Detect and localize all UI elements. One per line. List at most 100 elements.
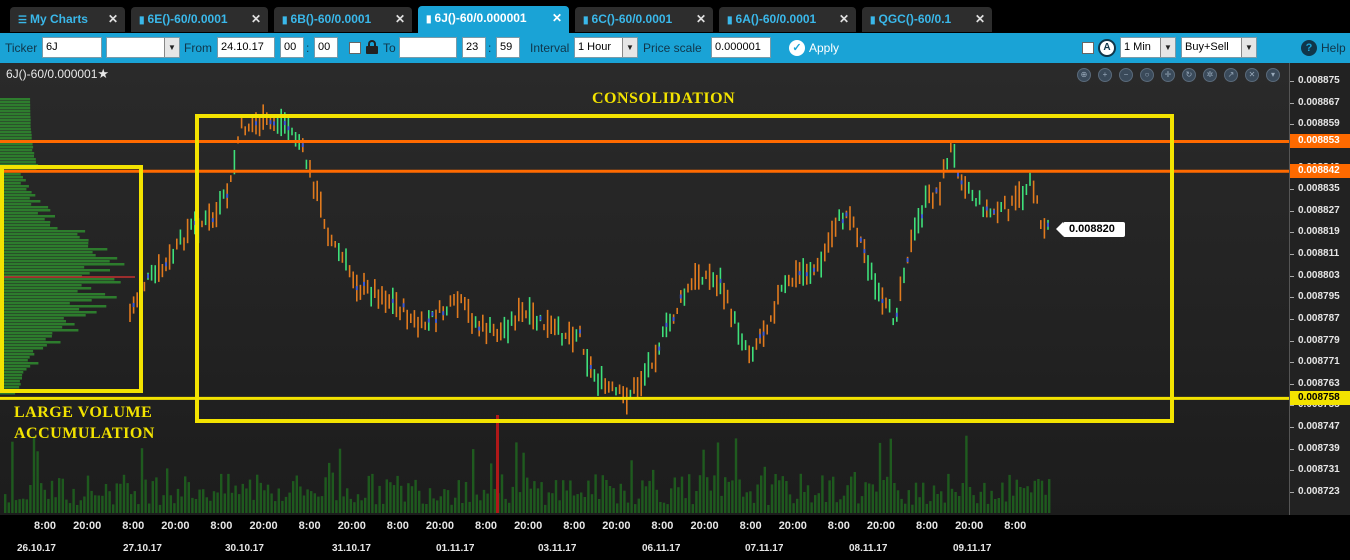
volume-bar	[533, 481, 536, 513]
option-checkbox[interactable]	[1082, 42, 1094, 54]
check-circle-icon[interactable]: ✓	[789, 40, 805, 56]
star-icon[interactable]: ★	[97, 66, 110, 81]
time-tick: 8:00	[563, 520, 586, 532]
volume-bar	[122, 474, 126, 513]
close-icon[interactable]: ✕	[551, 11, 562, 25]
volume-bar	[295, 475, 298, 513]
volume-bar	[626, 502, 630, 513]
volume-bar	[810, 502, 813, 513]
interval-select[interactable]: 1 Hour ▼	[574, 37, 638, 58]
tab-6e[interactable]: ▮ 6E()-60/0.0001 ✕	[131, 7, 268, 32]
volume-bar	[504, 498, 507, 513]
volume-bar	[284, 496, 288, 513]
volume-bar	[400, 485, 403, 513]
volume-bar	[443, 489, 446, 513]
apply-button[interactable]: Apply	[809, 41, 840, 55]
volume-profile-bar	[0, 143, 33, 146]
volume-bar	[216, 492, 219, 513]
volume-profile-bar	[0, 233, 78, 236]
tab-label: My Charts	[29, 12, 88, 26]
zoom-fit-icon[interactable]: ⊕	[1077, 68, 1091, 82]
close-icon[interactable]: ✕	[695, 12, 706, 26]
volume-bar	[835, 502, 838, 513]
close-icon[interactable]: ✕	[250, 12, 261, 26]
price-axis[interactable]: 0.0088750.0088670.0088590.0088510.008843…	[1289, 63, 1350, 515]
time-tick: 8:00	[916, 520, 939, 532]
volume-bar	[965, 435, 968, 513]
refresh-icon[interactable]: ↻	[1182, 68, 1196, 82]
volume-bar	[378, 485, 381, 513]
tab-6c[interactable]: ▮ 6C()-60/0.0001 ✕	[575, 7, 713, 32]
tab-my-charts[interactable]: ☰ My Charts ✕	[10, 7, 125, 32]
volume-profile-bar	[0, 341, 61, 344]
volume-profile-bar	[0, 194, 36, 197]
volume-bar	[979, 491, 982, 513]
volume-bar	[990, 490, 993, 513]
bar-marker	[363, 281, 365, 286]
volume-bar	[968, 487, 972, 513]
volume-profile-bar	[0, 338, 46, 341]
expand-icon[interactable]: ↗	[1224, 68, 1238, 82]
volume-bar	[720, 495, 723, 513]
close-icon[interactable]: ✕	[107, 12, 118, 26]
price-chart[interactable]	[0, 63, 1350, 560]
price-tick: 0.008747	[1290, 421, 1340, 433]
volume-bar	[47, 498, 50, 513]
side-select[interactable]: Buy+Sell ▼	[1181, 37, 1257, 58]
volume-profile-bar	[0, 287, 92, 290]
close-icon[interactable]: ✕	[974, 12, 985, 26]
to-date-input[interactable]	[399, 37, 457, 58]
from-date-input[interactable]: 24.10.17	[217, 37, 275, 58]
chart-panel[interactable]: 6J()-60/0.000001★ ⊕ + − ○ ✛ ↻ ✲ ↗ ✕ ▾ CO…	[0, 63, 1350, 560]
chevron-down-icon[interactable]: ▾	[1266, 68, 1280, 82]
bar-marker	[935, 188, 938, 193]
chevron-down-icon[interactable]: ▼	[1160, 38, 1175, 57]
time-tick: 20:00	[337, 520, 366, 532]
volume-bar	[958, 496, 961, 513]
zoom-reset-icon[interactable]: ○	[1140, 68, 1154, 82]
volume-profile-bar	[0, 254, 96, 257]
volume-bar	[860, 496, 864, 513]
volume-bar	[209, 500, 212, 513]
to-enable-checkbox[interactable]	[349, 42, 361, 54]
ticker-input[interactable]: 6J	[42, 37, 102, 58]
from-hour-input[interactable]: 00	[280, 37, 304, 58]
chevron-down-icon[interactable]: ▼	[622, 38, 637, 57]
close-icon[interactable]: ✕	[394, 12, 405, 26]
volume-bar	[482, 489, 486, 513]
close-icon[interactable]: ✕	[838, 12, 849, 26]
tab-6a[interactable]: ▮ 6A()-60/0.0001 ✕	[719, 7, 856, 32]
lock-icon[interactable]	[366, 40, 378, 55]
tab-6b[interactable]: ▮ 6B()-60/0.0001 ✕	[274, 7, 412, 32]
time-axis[interactable]: 8:00 20:00 8:00 20:00 8:00 20:00 8:00 20:00 8:00…	[0, 515, 1350, 560]
volume-bar	[198, 489, 201, 513]
volume-profile-bar	[0, 317, 64, 320]
contract-select[interactable]: ▼	[106, 37, 180, 58]
volume-bar	[230, 492, 234, 513]
from-minute-input[interactable]: 00	[314, 37, 338, 58]
chevron-down-icon[interactable]: ▼	[164, 38, 179, 57]
to-minute-input[interactable]: 59	[496, 37, 520, 58]
bar-marker	[226, 193, 229, 198]
volume-bar	[86, 475, 90, 513]
volume-bar	[360, 500, 363, 513]
auto-scale-icon[interactable]: A	[1098, 39, 1116, 57]
from-label: From	[184, 41, 212, 55]
close-icon[interactable]: ✕	[1245, 68, 1259, 82]
volume-bar	[1001, 482, 1004, 513]
chevron-down-icon[interactable]: ▼	[1241, 38, 1256, 57]
zoom-out-icon[interactable]: −	[1119, 68, 1133, 82]
tab-6j[interactable]: ▮ 6J()-60/0.000001 ✕	[418, 6, 569, 33]
tab-qgc[interactable]: ▮ QGC()-60/0.1 ✕	[862, 7, 992, 32]
timeframe-select[interactable]: 1 Min ▼	[1120, 37, 1176, 58]
help-icon[interactable]: ?	[1301, 40, 1317, 56]
gear-icon[interactable]: ✲	[1203, 68, 1217, 82]
zoom-in-icon[interactable]: +	[1098, 68, 1112, 82]
crosshair-icon[interactable]: ✛	[1161, 68, 1175, 82]
tab-label: QGC()-60/0.1	[878, 12, 952, 26]
volume-profile-bar	[0, 149, 33, 152]
price-scale-input[interactable]: 0.000001	[711, 37, 771, 58]
help-button[interactable]: Help	[1321, 41, 1346, 55]
time-tick: 8:00	[1004, 520, 1027, 532]
to-hour-input[interactable]: 23	[462, 37, 486, 58]
